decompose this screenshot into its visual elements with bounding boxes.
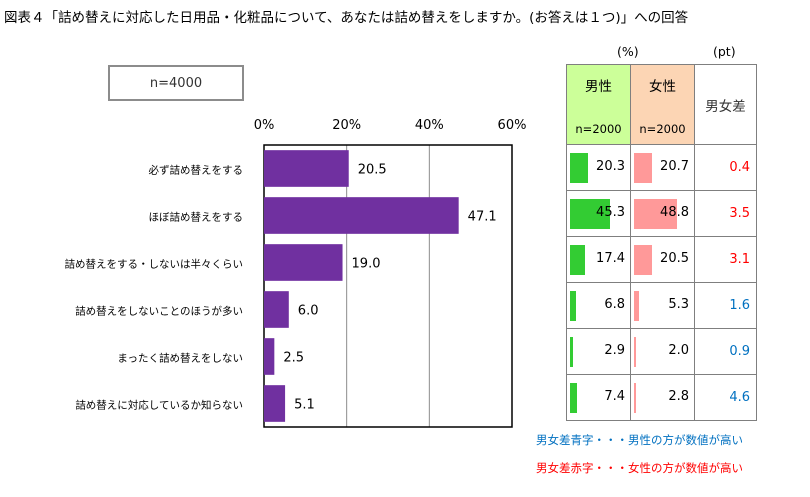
x-tick-label: 60% [498, 118, 527, 133]
female-mini-bar [634, 291, 639, 321]
diff-value: 1.6 [729, 298, 750, 313]
category-label: まったく詰め替えをしない [117, 352, 243, 365]
table-row: 17.4 20.5 3.1 [566, 236, 757, 283]
male-header-n: n=2000 [575, 122, 622, 136]
female-mini-bar [634, 245, 653, 275]
female-header: 女性 n=2000 [630, 64, 695, 145]
male-cell: 20.3 [566, 144, 631, 191]
table-row: 7.4 2.8 4.6 [566, 374, 757, 421]
x-tick-label: 20% [332, 118, 361, 133]
female-mini-bar [634, 153, 653, 183]
female-cell: 48.8 [630, 190, 695, 237]
bar-value-label: 5.1 [294, 398, 315, 413]
female-mini-bar [634, 337, 636, 367]
female-header-n: n=2000 [639, 122, 686, 136]
diff-cell: 1.6 [694, 282, 757, 329]
diff-value: 0.4 [729, 160, 750, 175]
male-mini-bar [570, 291, 576, 321]
diff-value: 3.5 [729, 206, 750, 221]
female-value: 48.8 [660, 205, 689, 220]
diff-cell: 3.5 [694, 190, 757, 237]
category-label: 必ず詰め替えをする [149, 164, 244, 177]
figure-title: 図表４「詰め替えに対応した日用品・化粧品について、あなたは詰め替えをしますか。(… [4, 10, 689, 26]
female-cell: 20.7 [630, 144, 695, 191]
table-row: 45.3 48.8 3.5 [566, 190, 757, 237]
female-value: 20.7 [660, 159, 689, 174]
bar [264, 197, 459, 234]
sample-size-label: n=4000 [149, 75, 203, 91]
category-label: 詰め替えをしないことのほうが多い [75, 305, 243, 318]
male-value: 45.3 [596, 205, 625, 220]
bar-value-label: 19.0 [352, 257, 381, 272]
male-value: 7.4 [604, 389, 625, 404]
male-cell: 45.3 [566, 190, 631, 237]
female-value: 2.0 [668, 343, 689, 358]
male-mini-bar [570, 245, 586, 275]
male-mini-bar [570, 153, 588, 183]
table-row: 2.9 2.0 0.9 [566, 328, 757, 375]
male-cell: 2.9 [566, 328, 631, 375]
female-header-title: 女性 [649, 79, 676, 95]
male-mini-bar [570, 383, 577, 413]
male-value: 17.4 [596, 251, 625, 266]
diff-cell: 4.6 [694, 374, 757, 421]
main-bar-chart: 0% 20% 40% 60% 20.5 必ず詰め替えをする 47.1 ほぼ詰め替えをする 19.… [65, 118, 527, 428]
bar [264, 385, 286, 422]
male-mini-bar [570, 199, 610, 229]
female-mini-bar [634, 383, 637, 413]
bar [264, 150, 349, 187]
gender-comparison-table: 男性 n=2000 女性 n=2000 男女差 20.3 20.7 0.4 45.3 4… [566, 64, 757, 421]
x-tick-label: 0% [254, 118, 275, 133]
female-cell: 2.8 [630, 374, 695, 421]
diff-cell: 0.9 [694, 328, 757, 375]
bar [264, 291, 289, 328]
male-value: 2.9 [604, 343, 625, 358]
diff-value: 3.1 [729, 252, 750, 267]
bar-value-label: 20.5 [358, 163, 387, 178]
diff-cell: 3.1 [694, 236, 757, 283]
male-value: 20.3 [596, 159, 625, 174]
male-cell: 6.8 [566, 282, 631, 329]
legend-blue-note: 男女差青字・・・男性の方が数値が高い [536, 433, 743, 447]
male-cell: 7.4 [566, 374, 631, 421]
female-mini-bar [634, 199, 678, 229]
diff-cell: 0.4 [694, 144, 757, 191]
category-label: ほぼ詰め替えをする [149, 211, 244, 224]
female-cell: 2.0 [630, 328, 695, 375]
points-unit-label: (pt) [713, 44, 736, 59]
diff-header-title: 男女差 [705, 98, 746, 115]
male-mini-bar [570, 337, 573, 367]
legend-red-note: 男女差赤字・・・女性の方が数値が高い [536, 461, 743, 475]
percent-unit-label: (%) [617, 44, 639, 59]
bar-value-label: 47.1 [468, 210, 497, 225]
bar [264, 338, 275, 375]
male-header-title: 男性 [585, 79, 612, 95]
female-value: 5.3 [668, 297, 689, 312]
male-value: 6.8 [604, 297, 625, 312]
female-cell: 5.3 [630, 282, 695, 329]
table-row: 20.3 20.7 0.4 [566, 144, 757, 191]
diff-value: 0.9 [729, 344, 750, 359]
table-row: 6.8 5.3 1.6 [566, 282, 757, 329]
diff-value: 4.6 [729, 390, 750, 405]
female-value: 20.5 [660, 251, 689, 266]
x-tick-label: 40% [415, 118, 444, 133]
male-cell: 17.4 [566, 236, 631, 283]
bar-value-label: 2.5 [283, 351, 304, 366]
bar [264, 244, 343, 281]
category-label: 詰め替えをする・しないは半々くらい [65, 258, 244, 271]
bar-value-label: 6.0 [298, 304, 319, 319]
plot-frame [263, 144, 513, 428]
sample-size-box: n=4000 [108, 65, 244, 101]
diff-header: 男女差 [694, 64, 757, 145]
female-cell: 20.5 [630, 236, 695, 283]
female-value: 2.8 [668, 389, 689, 404]
category-label: 詰め替えに対応しているか知らない [75, 399, 243, 412]
male-header: 男性 n=2000 [566, 64, 631, 145]
